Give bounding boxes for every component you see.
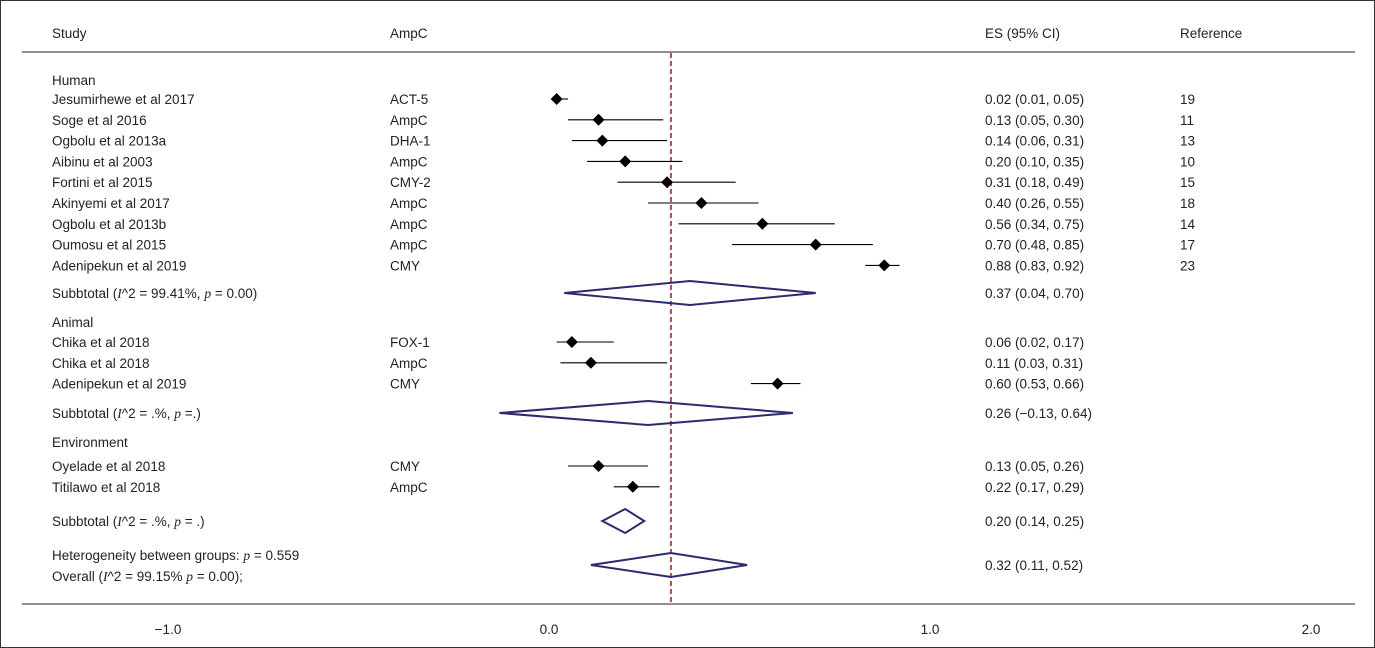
x-tick-label: 2.0 <box>1302 622 1321 637</box>
subtotal-es-ci-text: 0.26 (−0.13, 0.64) <box>985 406 1092 421</box>
header-es: ES (95% CI) <box>985 26 1060 41</box>
study-label: Chika et al 2018 <box>52 335 150 350</box>
ampc-label: AmpC <box>390 356 428 371</box>
study-label: Aibinu et al 2003 <box>52 154 153 169</box>
study-label: Oyelade et al 2018 <box>52 459 165 474</box>
overall-es-ci-text: 0.32 (0.11, 0.52) <box>985 558 1083 573</box>
study-label: Chika et al 2018 <box>52 356 150 371</box>
ampc-label: AmpC <box>390 113 428 128</box>
group-header: Animal <box>52 315 93 330</box>
study-label: Oumosu et al 2015 <box>52 238 166 253</box>
effect-marker <box>756 217 769 230</box>
reference-number: 17 <box>1180 238 1195 253</box>
effect-marker <box>596 134 609 147</box>
ampc-label: DHA-1 <box>390 134 431 149</box>
es-ci-text: 0.06 (0.02, 0.17) <box>985 335 1084 350</box>
ampc-label: AmpC <box>390 217 428 232</box>
study-label: Ogbolu et al 2013a <box>52 134 167 149</box>
effect-marker <box>619 155 632 168</box>
ampc-label: CMY-2 <box>390 175 431 190</box>
es-ci-text: 0.14 (0.06, 0.31) <box>985 134 1084 149</box>
x-tick-label: −1.0 <box>155 622 182 637</box>
ampc-label: AmpC <box>390 154 428 169</box>
header-ampc: AmpC <box>390 26 428 41</box>
ampc-label: AmpC <box>390 480 428 495</box>
study-label: Titilawo et al 2018 <box>52 480 160 495</box>
ampc-label: CMY <box>390 377 420 392</box>
es-ci-text: 0.02 (0.01, 0.05) <box>985 92 1084 107</box>
reference-number: 18 <box>1180 196 1195 211</box>
reference-number: 13 <box>1180 134 1195 149</box>
effect-marker <box>878 259 891 272</box>
effect-marker <box>626 480 639 493</box>
subtotal-es-ci-text: 0.20 (0.14, 0.25) <box>985 514 1084 529</box>
group-header: Environment <box>52 435 128 450</box>
study-label: Fortini et al 2015 <box>52 175 153 190</box>
es-ci-text: 0.11 (0.03, 0.31) <box>985 356 1083 371</box>
effect-marker <box>695 197 708 209</box>
study-label: Adenipekun et al 2019 <box>52 258 186 273</box>
ampc-label: CMY <box>390 459 420 474</box>
subtotal-es-ci-text: 0.37 (0.04, 0.70) <box>985 286 1084 301</box>
study-label: Akinyemi et al 2017 <box>52 196 170 211</box>
ampc-label: ACT-5 <box>390 92 428 107</box>
heterogeneity-label: Heterogeneity between groups: p = 0.559 <box>52 548 299 563</box>
es-ci-text: 0.88 (0.83, 0.92) <box>985 258 1084 273</box>
es-ci-text: 0.56 (0.34, 0.75) <box>985 217 1084 232</box>
subtotal-diamond <box>499 399 793 427</box>
es-ci-text: 0.20 (0.10, 0.35) <box>985 154 1084 169</box>
x-tick-label: 1.0 <box>921 622 940 637</box>
subtotal-diamond <box>564 279 816 307</box>
effect-marker <box>550 93 563 105</box>
reference-number: 10 <box>1180 154 1195 169</box>
es-ci-text: 0.13 (0.05, 0.30) <box>985 113 1084 128</box>
study-label: Ogbolu et al 2013b <box>52 217 166 232</box>
group-header: Human <box>52 73 96 88</box>
subtotal-label: Subbtotal (I^2 = .%, p =.) <box>52 406 201 421</box>
subtotal-label: Subbtotal (I^2 = .%, p = .) <box>52 514 205 529</box>
es-ci-text: 0.13 (0.05, 0.26) <box>985 459 1084 474</box>
ampc-label: AmpC <box>390 196 428 211</box>
effect-marker <box>661 176 674 189</box>
subtotal-label: Subbtotal (I^2 = 99.41%, p = 0.00) <box>52 286 257 301</box>
effect-marker <box>565 336 578 348</box>
study-label: Soge et al 2016 <box>52 113 147 128</box>
effect-marker <box>809 238 822 251</box>
reference-number: 11 <box>1180 113 1194 128</box>
es-ci-text: 0.22 (0.17, 0.29) <box>985 480 1084 495</box>
header-reference: Reference <box>1180 26 1242 41</box>
subtotal-diamond <box>600 507 647 535</box>
overall-diamond <box>590 551 748 579</box>
es-ci-text: 0.31 (0.18, 0.49) <box>985 175 1084 190</box>
ampc-label: AmpC <box>390 238 428 253</box>
effect-marker <box>771 377 784 390</box>
ampc-label: CMY <box>390 258 420 273</box>
study-label: Jesumirhewe et al 2017 <box>52 92 195 107</box>
reference-number: 14 <box>1180 217 1196 232</box>
overall-label: Overall (I^2 = 99.15% p = 0.00); <box>52 569 243 584</box>
x-tick-label: 0.0 <box>540 622 559 637</box>
effect-marker <box>584 356 597 369</box>
effect-marker <box>592 113 605 126</box>
reference-number: 15 <box>1180 175 1195 190</box>
study-label: Adenipekun et al 2019 <box>52 377 186 392</box>
es-ci-text: 0.40 (0.26, 0.55) <box>985 196 1084 211</box>
ampc-label: FOX-1 <box>390 335 430 350</box>
effect-marker <box>592 460 605 472</box>
reference-number: 23 <box>1180 258 1195 273</box>
header-study: Study <box>52 26 87 41</box>
reference-number: 19 <box>1180 92 1195 107</box>
es-ci-text: 0.70 (0.48, 0.85) <box>985 238 1084 253</box>
es-ci-text: 0.60 (0.53, 0.66) <box>985 377 1084 392</box>
